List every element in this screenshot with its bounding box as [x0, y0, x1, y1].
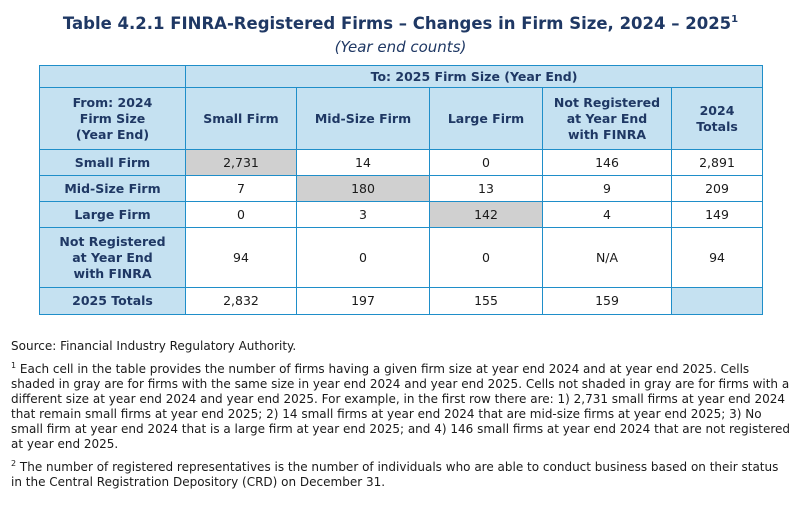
table-cell: 149 [670, 201, 764, 228]
table-cell: 4 [542, 201, 672, 228]
column-header-label: Small Firm [203, 110, 279, 126]
row-header-mid-size-firm: Mid-Size Firm [39, 175, 186, 202]
source-note: Source: Financial Industry Regulatory Au… [11, 339, 297, 353]
footnote-2: 2 The number of registered representativ… [11, 456, 791, 490]
table-row: 2025 Totals 2,832 197 155 159 [39, 287, 764, 315]
table-row: Small Firm 2,731 14 0 146 2,891 [39, 149, 764, 176]
table-row: Large Firm 0 3 142 4 149 [39, 201, 764, 228]
table-cell: 159 [542, 287, 672, 315]
firm-size-table: To: 2025 Firm Size (Year End) From: 2024… [39, 65, 764, 315]
table-cell: 2,731 [185, 149, 297, 176]
table-title: Table 4.2.1 FINRA-Registered Firms – Cha… [0, 14, 801, 33]
table-row: Mid-Size Firm 7 180 13 9 209 [39, 175, 764, 202]
table-cell: 197 [296, 287, 430, 315]
column-header-2024-totals: 2024 Totals [670, 87, 764, 150]
table-cell: 2,832 [185, 287, 297, 315]
table-cell: 142 [429, 201, 543, 228]
table-cell: 0 [429, 227, 543, 288]
from-header-line: Firm Size [79, 110, 146, 126]
row-header-label: Not Registered [59, 233, 166, 249]
table-cell: 155 [429, 287, 543, 315]
column-header-label: Large Firm [447, 110, 525, 126]
table-cell: 7 [185, 175, 297, 202]
column-header-label: with FINRA [567, 126, 646, 142]
row-header-not-registered: Not Registered at Year End with FINRA [39, 227, 186, 288]
table-cell: 94 [185, 227, 297, 288]
from-header-line: From: 2024 [72, 94, 153, 110]
row-header-label: with FINRA [73, 265, 152, 281]
column-header-not-registered: Not Registered at Year End with FINRA [542, 87, 672, 150]
table-cell-empty [670, 287, 764, 315]
table-title-text: Table 4.2.1 FINRA-Registered Firms – Cha… [62, 14, 732, 33]
column-header-label: at Year End [566, 110, 648, 126]
column-header-label: Not Registered [553, 94, 661, 110]
table-cell: 0 [185, 201, 297, 228]
footnote-2-text: The number of registered representatives… [11, 460, 779, 489]
column-header-label: Totals [696, 118, 738, 134]
table-subtitle: (Year end counts) [334, 38, 467, 56]
table-cell: N/A [542, 227, 672, 288]
table-cell: 9 [542, 175, 672, 202]
column-header-label: Mid-Size Firm [314, 110, 412, 126]
table-cell: 0 [296, 227, 430, 288]
column-header-mid-size-firm: Mid-Size Firm [296, 87, 430, 150]
table-cell: 13 [429, 175, 543, 202]
corner-cell [39, 65, 186, 88]
column-header-label: 2024 [699, 102, 735, 118]
row-header-label: at Year End [72, 249, 153, 265]
table-cell: 3 [296, 201, 430, 228]
from-header: From: 2024 Firm Size (Year End) [39, 87, 186, 150]
table-cell: 209 [670, 175, 764, 202]
group-header: To: 2025 Firm Size (Year End) [184, 65, 764, 88]
footnote-2-mark: 2 [11, 459, 17, 468]
column-header-large-firm: Large Firm [429, 87, 543, 150]
footnote-1-text: Each cell in the table provides the numb… [11, 362, 791, 451]
table-cell: 146 [542, 149, 672, 176]
table-cell: 14 [296, 149, 430, 176]
row-header-large-firm: Large Firm [39, 201, 186, 228]
table-cell: 0 [429, 149, 543, 176]
table-cell: 180 [296, 175, 430, 202]
from-header-line: (Year End) [75, 126, 150, 142]
table-notes: Source: Financial Industry Regulatory Au… [11, 339, 791, 494]
table-row: Not Registered at Year End with FINRA 94… [39, 227, 764, 288]
row-header-2025-totals: 2025 Totals [39, 287, 186, 315]
row-header-small-firm: Small Firm [39, 149, 186, 176]
column-header-small-firm: Small Firm [185, 87, 297, 150]
footnote-1: 1 Each cell in the table provides the nu… [11, 358, 791, 452]
footnote-1-mark: 1 [11, 361, 17, 370]
table-cell: 2,891 [670, 149, 764, 176]
title-footnote-mark: 1 [731, 14, 739, 25]
table-cell: 94 [670, 227, 764, 288]
